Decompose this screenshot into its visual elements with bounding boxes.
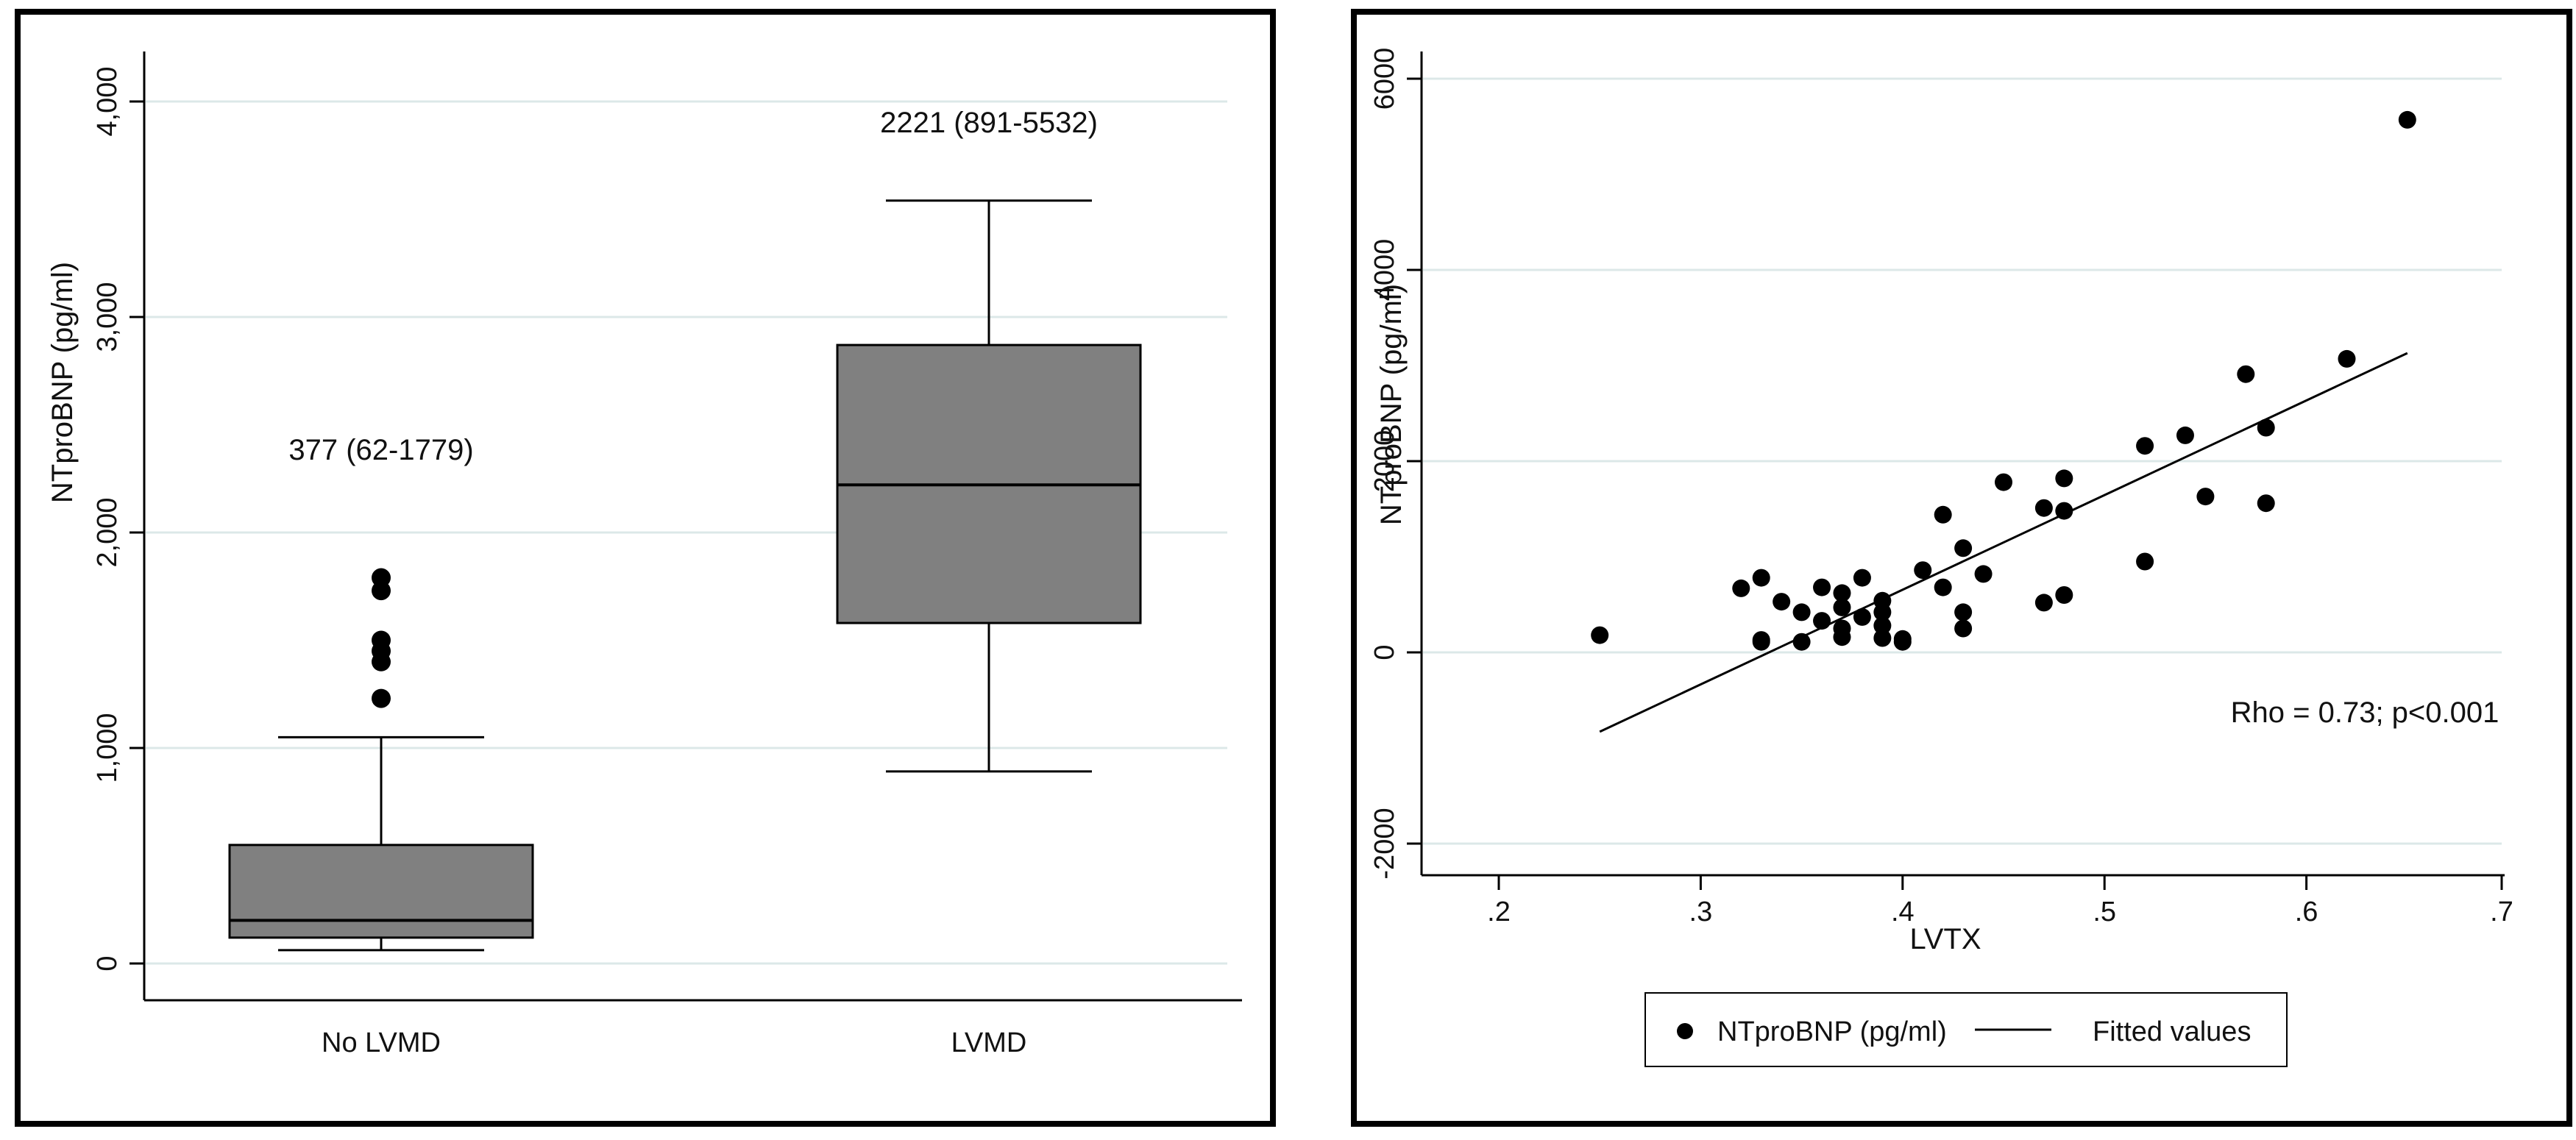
correlation-annotation: Rho = 0.73; p<0.001 [2231, 697, 2499, 729]
data-point [2136, 552, 2154, 571]
outlier-point [372, 568, 391, 588]
y-tick-label: 6000 [1369, 48, 1400, 110]
annotation-lvmd: 2221 (891-5532) [880, 107, 1098, 139]
y-axis-title: NTproBNP (pg/ml) [1375, 284, 1408, 525]
y-axis-title: NTproBNP (pg/ml) [46, 262, 79, 503]
box-group [228, 568, 534, 952]
x-tick-label: .3 [1689, 897, 1713, 927]
data-point [1954, 603, 1973, 621]
data-point [1792, 633, 1811, 651]
scatter-plot-chart: -2000 0 2000 4000 6000 .2 .3 .4 .5 .6 .7 NTproBNP… [1369, 48, 2513, 1067]
outlier-point [372, 630, 391, 650]
legend-label-points: NTproBNP (pg/ml) [1717, 1016, 1947, 1047]
x-axis-title: LVTX [1909, 923, 1981, 955]
box-plot-panel: 0 1,000 2,000 3,000 4,000 No LVMD LVMD NTpro… [15, 9, 1276, 1127]
data-point [1773, 593, 1791, 611]
data-point [1833, 598, 1851, 616]
y-tick-label: 2000 [1369, 430, 1400, 493]
y-tick-label: -2000 [1369, 808, 1400, 879]
data-point [1813, 578, 1831, 596]
data-point [1934, 505, 1952, 524]
data-point [2034, 594, 2053, 612]
data-point [2257, 494, 2275, 513]
data-point [2034, 499, 2053, 517]
data-point [2398, 110, 2416, 129]
data-point [2237, 365, 2255, 383]
x-tick-label-lvmd: LVMD [951, 1027, 1027, 1058]
legend-marker-points [1677, 1023, 1693, 1039]
data-point [1792, 603, 1811, 621]
y-tick-label: 0 [1369, 644, 1400, 660]
data-point [2196, 488, 2215, 506]
legend: NTproBNP (pg/ml) Fitted values [1644, 992, 2288, 1067]
data-point [1873, 603, 1892, 621]
y-tick-label: 1,000 [92, 713, 123, 783]
scatter-plot-panel: -2000 0 2000 4000 6000 .2 .3 .4 .5 .6 .7 NTproBNP… [1351, 9, 2572, 1127]
data-point [2055, 469, 2073, 488]
y-tick-label: 4000 [1369, 239, 1400, 302]
x-tick-label: .6 [2295, 897, 2318, 927]
data-point [1934, 578, 1952, 596]
data-point [1732, 579, 1750, 597]
data-point [2055, 502, 2073, 520]
data-point [1591, 626, 1609, 644]
data-point [1873, 629, 1892, 647]
data-point [1995, 473, 2012, 491]
data-point [1873, 616, 1892, 635]
x-tick-label: .4 [1891, 897, 1915, 927]
y-tick-label: 2,000 [92, 497, 123, 567]
data-point [1833, 584, 1851, 602]
data-point [2338, 349, 2356, 368]
outlier-point [372, 688, 391, 708]
annotation-no-lvmd: 377 (62-1779) [288, 434, 473, 466]
data-point [2055, 586, 2073, 604]
box-iqr [228, 844, 534, 939]
data-point [1954, 539, 1973, 557]
fitted-line [1599, 352, 2408, 733]
data-point [2257, 418, 2275, 437]
data-point [1752, 633, 1770, 651]
x-tick-label: .7 [2490, 897, 2513, 927]
legend-label-fitted: Fitted values [2093, 1016, 2251, 1047]
data-point [1752, 569, 1770, 587]
data-point [2136, 437, 2154, 455]
data-point [1853, 569, 1871, 587]
data-point [1974, 565, 1993, 583]
data-point [1954, 619, 1973, 638]
data-point [2176, 426, 2194, 444]
x-tick-label: .5 [2093, 897, 2116, 927]
data-point [1853, 608, 1871, 626]
x-tick-label-no-lvmd: No LVMD [322, 1027, 441, 1058]
box-group [836, 199, 1142, 773]
data-point [1813, 612, 1831, 630]
box-plot-chart: 0 1,000 2,000 3,000 4,000 No LVMD LVMD NTpro… [46, 51, 1242, 1058]
data-point [1833, 628, 1851, 646]
y-tick-label: 3,000 [92, 282, 123, 352]
x-tick-label: .2 [1487, 897, 1511, 927]
y-tick-label: 0 [92, 955, 123, 971]
legend-box [1644, 992, 2288, 1067]
data-point [1893, 633, 1912, 651]
data-point [1914, 561, 1932, 580]
y-tick-label: 4,000 [92, 66, 123, 136]
